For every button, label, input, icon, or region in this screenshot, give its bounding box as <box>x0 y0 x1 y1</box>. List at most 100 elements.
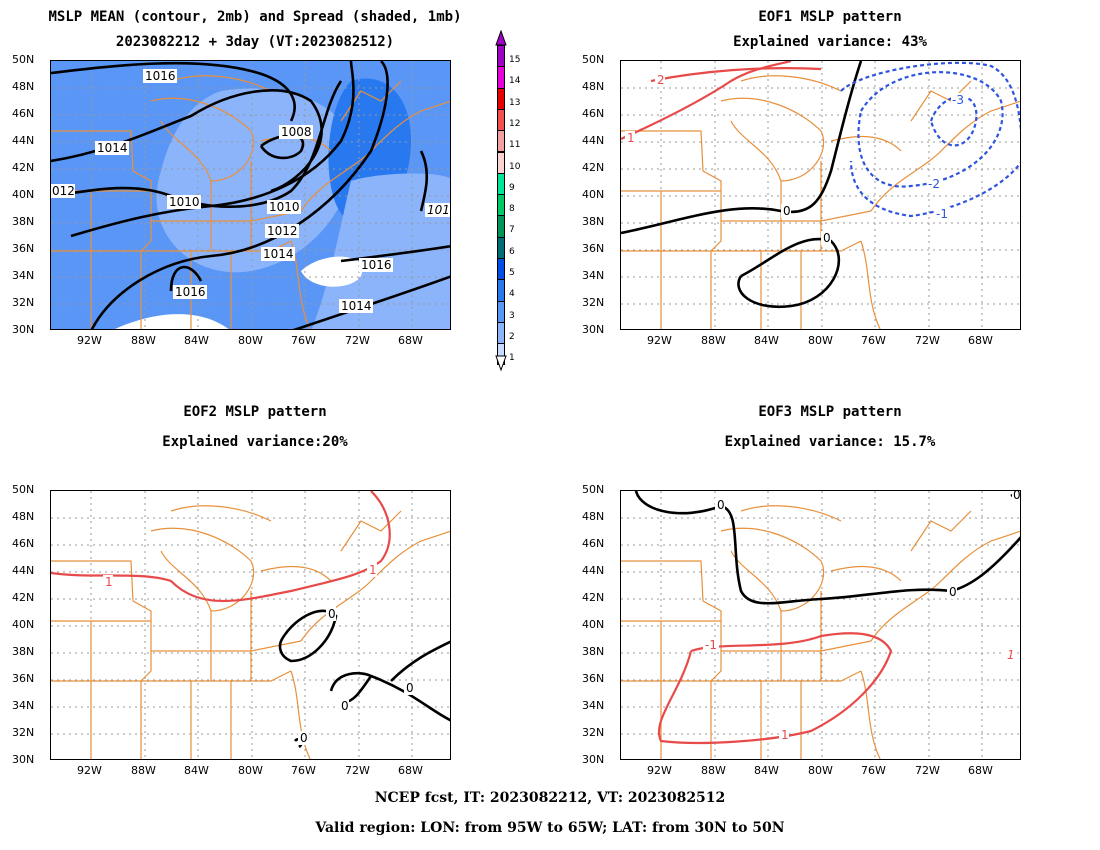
eof1-svg: 2 1 0 0 -3 -2 -1 <box>621 61 1020 329</box>
contour-label: 1008 <box>281 125 312 139</box>
lon-tick: 80W <box>808 334 833 347</box>
colorbar-label: 8 <box>509 204 515 215</box>
colorbar-swatch <box>497 151 505 174</box>
lat-tick: 44N <box>582 564 605 577</box>
contour-label: 0 <box>783 204 791 218</box>
lat-tick: 36N <box>582 672 605 685</box>
colorbar-top-arrow <box>495 30 507 46</box>
lat-tick: 50N <box>12 53 35 66</box>
contour-label: 1014 <box>341 299 372 313</box>
lon-tick: 68W <box>398 764 423 777</box>
spread-colorbar: 15 14 13 12 11 10 9 8 7 6 5 4 3 2 1 <box>495 30 525 375</box>
lon-tick: 80W <box>238 334 263 347</box>
footer-valid-region: Valid region: LON: from 95W to 65W; LAT:… <box>315 820 785 836</box>
colorbar-swatch <box>497 300 505 323</box>
lat-tick: 48N <box>582 510 605 523</box>
eof1-title: EOF1 MSLP pattern <box>758 9 902 25</box>
lat-tick: 34N <box>582 269 605 282</box>
colorbar-label: 13 <box>509 97 521 108</box>
eof2-svg: 1 1 0 0 0 0 <box>51 491 450 759</box>
lat-tick: 34N <box>12 269 35 282</box>
lon-tick: 80W <box>238 764 263 777</box>
lat-tick: 46N <box>12 107 35 120</box>
lon-tick: 76W <box>291 334 316 347</box>
eof3-map: 0 0 -1 1 1 0 <box>620 490 1021 760</box>
lat-tick: 42N <box>12 591 35 604</box>
lat-tick: 32N <box>12 296 35 309</box>
lon-tick: 72W <box>345 764 370 777</box>
lat-tick: 30N <box>12 323 35 336</box>
contour-label: 0 <box>341 699 349 713</box>
colorbar-swatch <box>497 236 505 259</box>
contour-label: 1 <box>781 728 789 742</box>
contour-label: 0 <box>949 585 957 599</box>
lat-tick: 50N <box>582 483 605 496</box>
lat-tick: 40N <box>12 618 35 631</box>
contour-label: 0 <box>300 731 308 745</box>
mean-spread-svg: 1016 1014 012 1010 1008 1010 1012 1014 1… <box>51 61 450 329</box>
eof2-map: 1 1 0 0 0 0 <box>50 490 451 760</box>
colorbar-label: 4 <box>509 289 515 300</box>
lon-tick: 76W <box>861 334 886 347</box>
footer-forecast-info: NCEP fcst, IT: 2023082212, VT: 202308251… <box>374 790 726 806</box>
lat-tick: 36N <box>12 672 35 685</box>
mean-panel-subtitle: 2023082212 + 3day (VT:2023082512) <box>115 34 395 50</box>
lon-tick: 88W <box>131 764 156 777</box>
lon-tick: 84W <box>184 334 209 347</box>
lat-tick: 40N <box>582 188 605 201</box>
lon-tick: 92W <box>647 334 672 347</box>
lat-tick: 34N <box>12 699 35 712</box>
colorbar-label: 7 <box>509 225 515 236</box>
contour-label: 1012 <box>267 224 298 238</box>
colorbar-swatch <box>497 87 505 110</box>
lat-tick: 32N <box>582 726 605 739</box>
colorbar-swatch <box>497 130 505 153</box>
lat-tick: 40N <box>582 618 605 631</box>
lat-tick: 48N <box>12 80 35 93</box>
lon-tick: 84W <box>184 764 209 777</box>
lon-tick: 72W <box>915 334 940 347</box>
lat-tick: 46N <box>12 537 35 550</box>
contour-label: -2 <box>928 177 940 191</box>
colorbar-label: 5 <box>509 268 515 278</box>
lon-tick: 92W <box>77 334 102 347</box>
mean-spread-map: 1016 1014 012 1010 1008 1010 1012 1014 1… <box>50 60 451 330</box>
lat-tick: 34N <box>582 699 605 712</box>
contour-label: 1 <box>1007 648 1015 662</box>
contour-label: 101 <box>427 203 450 217</box>
lat-tick: 42N <box>12 161 35 174</box>
spread-white-patch2 <box>115 314 229 329</box>
contour-label: 2 <box>657 73 665 87</box>
contour-label: 0 <box>823 231 831 245</box>
lon-tick: 80W <box>808 764 833 777</box>
eof2-title: EOF2 MSLP pattern <box>183 404 327 420</box>
lat-tick: 38N <box>12 645 35 658</box>
lat-tick: 44N <box>582 134 605 147</box>
contour-label: 1014 <box>97 141 128 155</box>
lat-tick: 36N <box>12 242 35 255</box>
lat-tick: 48N <box>12 510 35 523</box>
lat-tick: 40N <box>12 188 35 201</box>
lon-tick: 92W <box>647 764 672 777</box>
lat-tick: 38N <box>12 215 35 228</box>
lat-tick: 46N <box>582 107 605 120</box>
lat-tick: 30N <box>12 753 35 766</box>
colorbar-swatch <box>497 279 505 302</box>
spread-white-patch <box>301 256 363 287</box>
lon-tick: 76W <box>291 764 316 777</box>
colorbar-swatch <box>497 108 505 132</box>
lat-tick: 30N <box>582 323 605 336</box>
colorbar-swatch <box>497 321 505 345</box>
lat-tick: 44N <box>12 564 35 577</box>
lat-tick: 38N <box>582 645 605 658</box>
lat-tick: 50N <box>12 483 35 496</box>
eof3-svg: 0 0 -1 1 1 0 <box>621 491 1020 759</box>
lon-tick: 88W <box>131 334 156 347</box>
lat-tick: 46N <box>582 537 605 550</box>
lat-tick: 50N <box>582 53 605 66</box>
lat-tick: 38N <box>582 215 605 228</box>
colorbar-label: 6 <box>509 246 515 257</box>
contour-label: 1010 <box>169 195 200 209</box>
colorbar-bottom-arrow <box>495 355 507 371</box>
colorbar-swatch <box>497 215 505 238</box>
